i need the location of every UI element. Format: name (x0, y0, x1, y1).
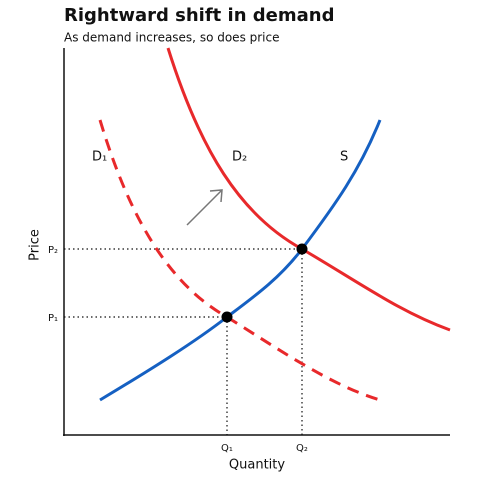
subtitle: As demand increases, so does price (64, 31, 280, 45)
shift-arrow (186, 189, 223, 226)
curve-label: D₁ (92, 150, 107, 165)
x-tick-label: Q₁ (221, 443, 233, 454)
demand-2-curve (166, 47, 451, 332)
y-tick-label: P₂ (48, 245, 58, 256)
title: Rightward shift in demand (64, 5, 334, 26)
x-axis-label: Quantity (229, 458, 285, 473)
curve-label: D₂ (232, 150, 247, 165)
y-tick-label: P₁ (48, 313, 58, 324)
y-axis-label: Price (28, 229, 43, 261)
equilibrium-2 (296, 243, 308, 255)
equilibrium-1 (221, 311, 233, 323)
x-tick-label: Q₂ (296, 443, 308, 454)
guide-lines (64, 248, 303, 435)
supply-curve (99, 119, 382, 402)
demand-1-curve (98, 119, 381, 402)
curve-label: S (340, 150, 348, 165)
